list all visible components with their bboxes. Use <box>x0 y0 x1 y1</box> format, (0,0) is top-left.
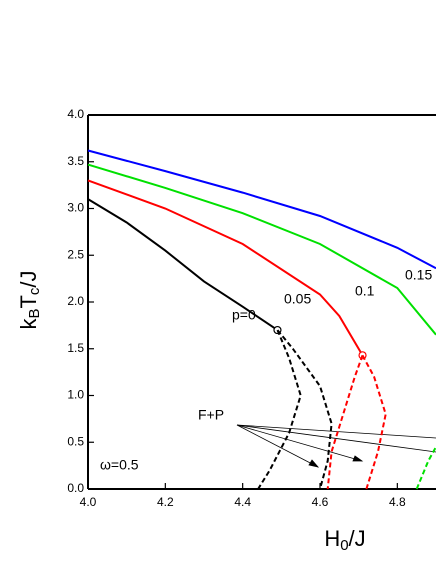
arrow <box>236 424 436 439</box>
y-tick-label: 2.0 <box>67 294 84 308</box>
x-tick-label: 4.6 <box>312 495 329 509</box>
series-label: 0.15 <box>405 267 432 283</box>
x-tick-label: 4.4 <box>234 495 251 509</box>
y-label-part: /J <box>16 270 41 287</box>
x-label-part: /J <box>349 526 366 551</box>
arrow <box>236 424 319 468</box>
y-label-part: k <box>16 318 41 330</box>
x-tick-label: 4.2 <box>157 495 174 509</box>
x-tick-label: 4.0 <box>80 495 97 509</box>
series-label: 0.1 <box>355 283 375 299</box>
y-axis-label: kBTc/J <box>16 270 43 329</box>
dashed-line <box>257 329 302 490</box>
y-label-sub: B <box>26 309 43 319</box>
y-label-sub: c <box>26 287 43 295</box>
arrow <box>236 424 363 462</box>
line <box>87 163 436 336</box>
x-tick-label: 4.8 <box>389 495 406 509</box>
y-tick-label: 0.5 <box>67 434 84 448</box>
series-label: p=0 <box>232 307 256 323</box>
annotation: ω=0.5 <box>100 457 139 473</box>
arrow-head <box>308 455 364 468</box>
arrow <box>236 424 436 453</box>
x-label-sub: 0 <box>340 537 348 554</box>
y-tick-label: 3.5 <box>67 154 84 168</box>
y-tick-label: 3.0 <box>67 201 84 215</box>
x-label-part: H <box>324 526 340 551</box>
y-label-part: T <box>16 295 41 308</box>
x-axis-label: H0/J <box>324 526 365 554</box>
line <box>87 179 364 356</box>
annotation: F+P <box>198 407 224 423</box>
y-tick-label: 1.0 <box>67 388 84 402</box>
y-tick-label: 0.0 <box>67 481 84 495</box>
y-tick-label: 2.5 <box>67 247 84 261</box>
dashed-line <box>361 354 387 490</box>
line <box>87 198 279 331</box>
dashed-line <box>276 329 333 490</box>
dashed-line <box>415 446 436 490</box>
y-tick-label: 1.5 <box>67 341 84 355</box>
dashed-line <box>326 354 364 490</box>
series-label: 0.05 <box>284 291 311 307</box>
y-tick-label: 4.0 <box>67 107 84 121</box>
line <box>87 149 436 270</box>
arrows <box>236 424 436 468</box>
